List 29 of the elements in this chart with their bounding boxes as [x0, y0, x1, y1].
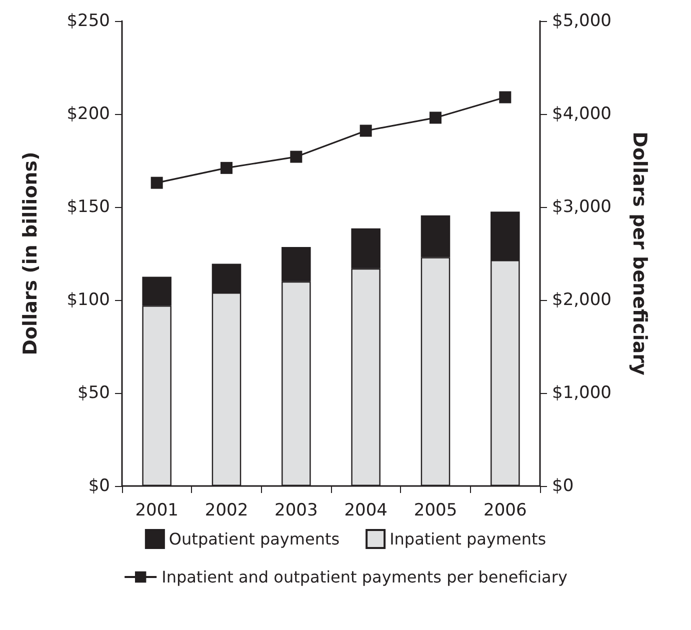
- y2-tick-label: $2,000: [552, 290, 612, 310]
- point: [290, 150, 302, 163]
- y2-tick-label: $5,000: [552, 11, 612, 31]
- legend-label: Inpatient payments: [390, 530, 546, 548]
- point: [430, 112, 442, 124]
- point: [360, 124, 372, 137]
- y-tick-label: $100: [66, 290, 110, 310]
- y-tick-label: $0: [88, 476, 110, 496]
- legend-label: Inpatient and outpatient payments per beneficiary: [162, 568, 568, 586]
- y-axis-title: Dollars (in billions): [20, 152, 42, 356]
- x-tick-label: 2001: [135, 500, 178, 520]
- x-tick-label: 2004: [344, 500, 388, 520]
- y-tick-label: $50: [78, 383, 110, 403]
- legend-label: Outpatient payments: [168, 530, 340, 548]
- y-tick-label: $250: [66, 11, 110, 31]
- y2-tick-label: $4,000: [552, 104, 612, 124]
- x-tick-label: 2006: [484, 500, 527, 520]
- y2-tick-label: $1,000: [552, 383, 612, 403]
- x-tick-label: 2005: [414, 500, 458, 520]
- y2-tick-label: $3,000: [552, 197, 612, 217]
- x-tick-label: 2002: [204, 500, 248, 520]
- y-tick-label: $200: [66, 104, 110, 124]
- y-tick-label: $150: [66, 197, 110, 217]
- point: [150, 176, 163, 189]
- y2-tick-label: $0: [552, 476, 574, 496]
- y2-axis-title: Dollars per beneficiary: [628, 132, 650, 376]
- point: [499, 91, 512, 104]
- x-tick-label: 2003: [274, 500, 318, 520]
- point: [220, 162, 232, 174]
